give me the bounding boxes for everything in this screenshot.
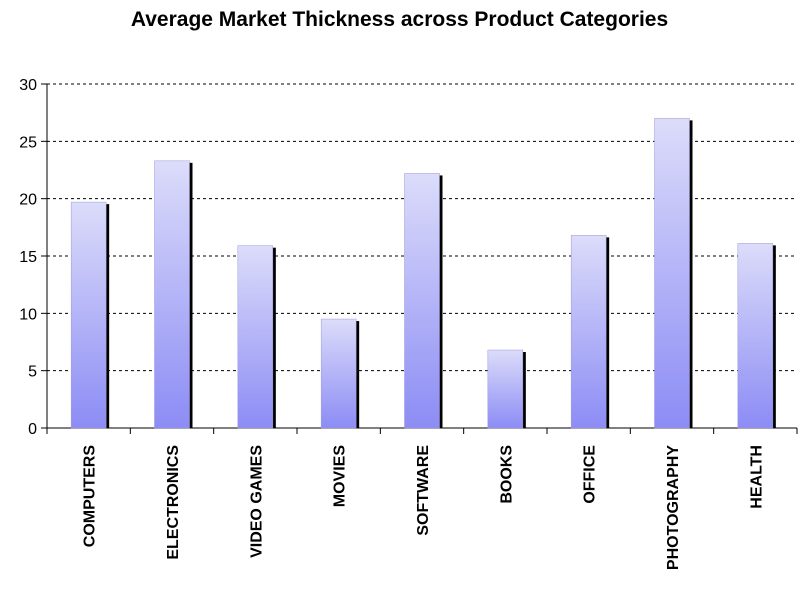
y-tick-label: 25 <box>19 134 37 151</box>
x-category-label: COMPUTERS <box>82 445 99 548</box>
bar-software <box>404 173 440 429</box>
labels: 0 5 10 15 20 25 30 COMPUTERS ELECTRONICS VIDEO GA… <box>19 77 765 570</box>
x-category-label: PHOTOGRAPHY <box>665 445 682 570</box>
chart-title: Average Market Thickness across Product … <box>130 8 669 31</box>
y-tick-label: 5 <box>28 364 37 381</box>
bar-computers <box>70 201 107 429</box>
y-tick-label: 0 <box>28 421 37 438</box>
y-tick-label: 15 <box>19 249 37 266</box>
y-tick-label: 30 <box>19 77 37 94</box>
bar-video-games <box>237 245 274 429</box>
bar-electronics <box>154 160 190 429</box>
bars <box>70 118 776 429</box>
bar-photography <box>654 118 690 429</box>
y-tick-label: 10 <box>19 306 37 323</box>
bar-health <box>737 243 774 429</box>
x-category-label: BOOKS <box>498 445 515 504</box>
x-category-label: VIDEO GAMES <box>248 445 265 558</box>
x-category-label: OFFICE <box>582 445 599 504</box>
bar-books <box>487 349 524 429</box>
y-tick-label: 20 <box>19 192 37 209</box>
x-category-label: MOVIES <box>332 445 349 508</box>
bar-movies <box>320 318 357 429</box>
x-category-label: SOFTWARE <box>415 445 432 536</box>
bar-office <box>570 235 607 429</box>
x-category-label: ELECTRONICS <box>165 445 182 560</box>
x-category-label: HEALTH <box>748 445 765 509</box>
